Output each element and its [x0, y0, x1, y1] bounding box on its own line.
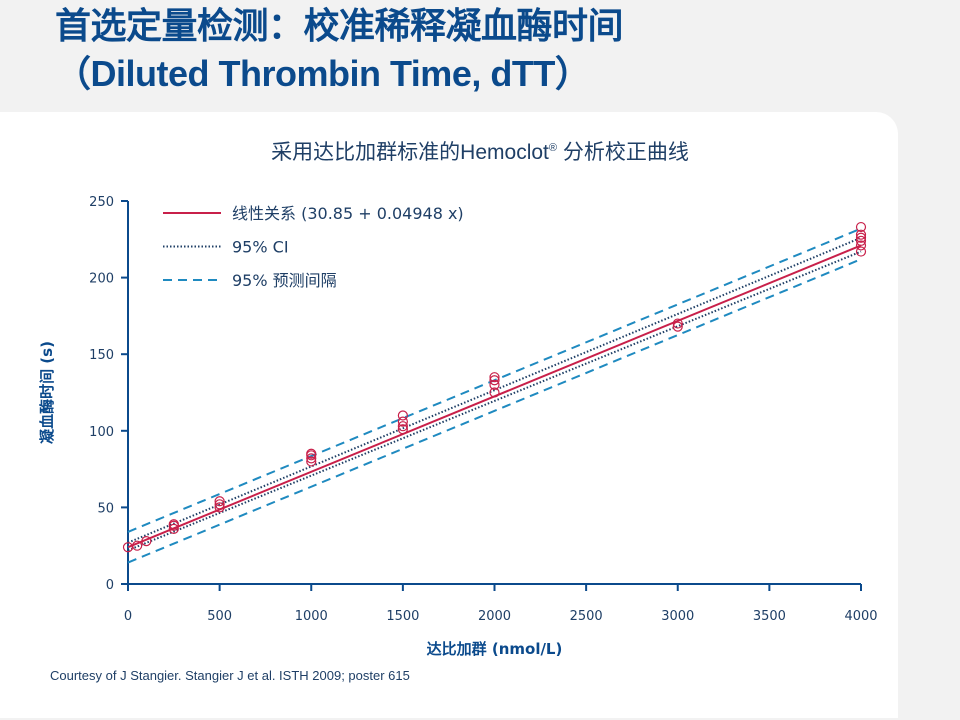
data-point — [397, 416, 408, 427]
x-tick-label: 500 — [207, 609, 232, 624]
legend-label: 线性关系 (30.85 + 0.04948 x) — [232, 204, 464, 223]
x-tick-label: 1000 — [295, 609, 328, 624]
data-point — [489, 379, 500, 390]
data-point — [855, 229, 867, 240]
y-tick-label: 0 — [106, 578, 114, 593]
x-axis-label: 达比加群 (nmol/L) — [427, 640, 563, 658]
data-point — [672, 318, 683, 329]
data-point — [214, 496, 225, 507]
data-point — [855, 221, 867, 233]
slide-title: 首选定量检测：校准稀释凝血酶时间 （Diluted Thrombin Time,… — [55, 2, 624, 98]
x-tick-label: 2500 — [570, 609, 603, 624]
legend-label: 95% CI — [232, 238, 289, 257]
data-point — [306, 448, 317, 459]
slide-title-line2: （Diluted Thrombin Time, dTT） — [55, 53, 591, 94]
x-tick-label: 0 — [124, 609, 132, 624]
x-tick-label: 4000 — [844, 609, 877, 624]
data-point — [855, 240, 867, 251]
data-point — [214, 502, 225, 513]
x-tick-label: 2000 — [478, 609, 511, 624]
ci-upper-line — [127, 236, 862, 544]
data-point — [306, 453, 317, 464]
ci-lower-line — [127, 250, 862, 552]
y-tick-label: 200 — [89, 272, 114, 287]
pi-lower-line — [127, 258, 862, 564]
chart-title: 采用达比加群标准的Hemoclot® 分析校正曲线 — [0, 136, 960, 166]
data-point — [855, 246, 867, 257]
data-point — [855, 232, 867, 243]
y-tick-label: 250 — [89, 195, 114, 210]
data-point — [168, 523, 179, 534]
data-point — [855, 235, 867, 246]
data-point — [306, 456, 317, 467]
registered-mark: ® — [548, 142, 557, 154]
data-point — [489, 387, 500, 398]
data-point — [489, 375, 500, 386]
x-tick-label: 3000 — [661, 609, 694, 624]
y-tick-label: 100 — [89, 425, 114, 440]
fit-line — [127, 244, 862, 549]
data-point — [141, 536, 152, 547]
y-tick-label: 150 — [89, 348, 114, 363]
footer-citation: Courtesy of J Stangier. Stangier J et al… — [50, 668, 410, 683]
data-point — [397, 424, 408, 435]
chart-title-text: 采用达比加群标准的Hemoclot — [271, 141, 549, 164]
data-point — [397, 421, 408, 432]
y-tick-label: 50 — [97, 501, 114, 516]
y-axis-label: 凝血酶时间 (s) — [38, 341, 56, 444]
data-point — [132, 540, 143, 551]
data-point — [489, 372, 500, 383]
legend-label: 95% 预测间隔 — [232, 271, 337, 290]
data-point — [397, 410, 408, 421]
x-tick-label: 1500 — [386, 609, 419, 624]
data-point — [168, 519, 179, 530]
data-point — [672, 321, 683, 332]
slide-title-line1: 首选定量检测：校准稀释凝血酶时间 — [55, 5, 624, 46]
chart-title-suffix: 分析校正曲线 — [556, 141, 689, 164]
x-tick-label: 3500 — [753, 609, 786, 624]
data-point — [214, 499, 225, 510]
